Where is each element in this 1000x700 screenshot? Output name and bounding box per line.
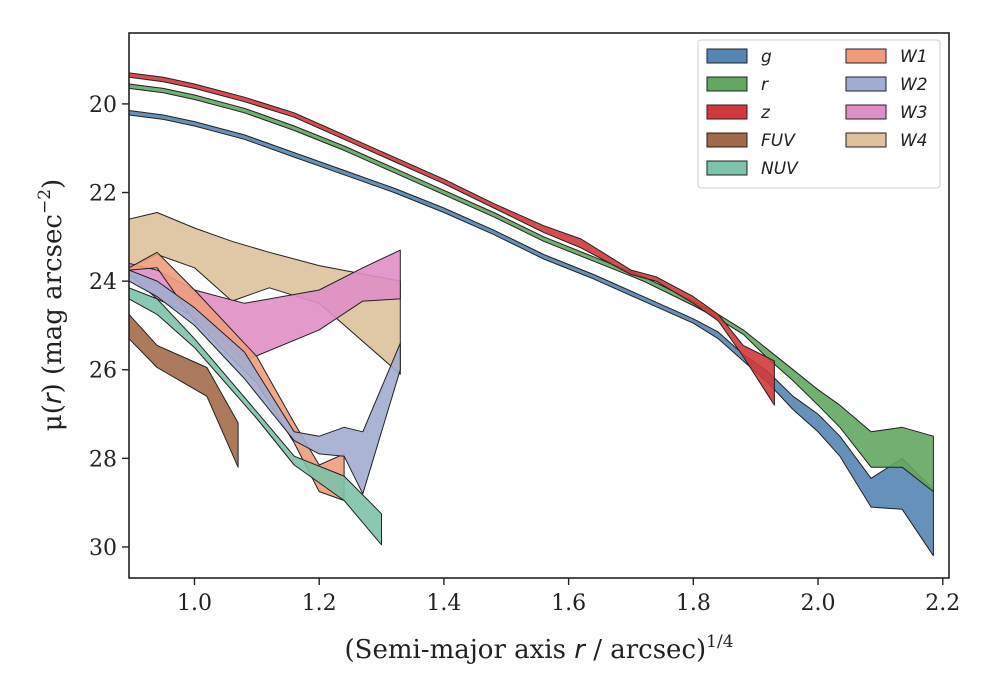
plot-frame: [128, 32, 950, 579]
y-tick-label: 30: [89, 536, 117, 561]
x-tick-label: 1.6: [551, 591, 586, 616]
legend-entry-w3: W3: [845, 103, 928, 123]
y-axis-label: μ(r) (mag arcsec−2): [35, 179, 68, 431]
legend-label: NUV: [761, 159, 799, 179]
legend-swatch: [845, 76, 887, 92]
legend-swatch: [706, 132, 748, 148]
legend-swatch: [706, 104, 748, 120]
x-tick-label: 2.0: [801, 591, 836, 616]
legend: grz FUV NUV W1 W2 W3 W4: [697, 39, 941, 189]
legend-label: g: [761, 47, 772, 67]
legend-swatch: [845, 48, 887, 64]
legend-swatch: [706, 76, 748, 92]
series-band-w2: [129, 269, 401, 495]
legend-entry-w1: W1: [845, 47, 928, 67]
legend-entry-r: r: [706, 75, 769, 95]
legend-entry-nuv: NUV: [706, 159, 799, 179]
x-tick-label: 1.0: [177, 591, 212, 616]
y-tick-label: 22: [89, 182, 117, 207]
legend-label: z: [760, 103, 771, 123]
series-band-fuv: [129, 313, 239, 468]
legend-entry-g: g: [706, 47, 772, 67]
y-tick-label: 24: [89, 270, 117, 295]
legend-entry-fuv: FUV: [706, 131, 796, 151]
y-tick-label: 28: [89, 447, 117, 472]
series-band-w4: [129, 212, 401, 375]
legend-label: r: [761, 75, 769, 95]
x-axis-label: (Semi-major axis r / arcsec)1/4: [344, 632, 733, 665]
legend-swatch: [706, 48, 748, 64]
ticks-layer: 1.0 1.2 1.4 1.6 1.8 2.0 2.2 20 22 24 26 28 30: [89, 93, 960, 616]
legend-label: W4: [900, 131, 928, 151]
legend-entry-w4: W4: [845, 131, 928, 151]
series-band-nuv: [129, 287, 382, 546]
legend-label: W2: [900, 75, 928, 95]
x-tick-label: 1.2: [302, 591, 337, 616]
legend-label: FUV: [761, 131, 796, 151]
x-tick-label: 2.2: [925, 591, 960, 616]
series-band-g: [129, 110, 934, 557]
legend-label: W1: [900, 47, 928, 67]
legend-entry-z: z: [706, 103, 771, 123]
x-tick-label: 1.8: [676, 591, 711, 616]
legend-swatch: [706, 160, 748, 176]
x-tick-label: 1.4: [426, 591, 461, 616]
series-band-r: [129, 83, 934, 493]
legend-swatch: [845, 104, 887, 120]
y-tick-label: 20: [89, 93, 117, 118]
y-tick-label: 26: [89, 359, 117, 384]
legend-label: W3: [900, 103, 928, 123]
legend-swatch: [845, 132, 887, 148]
series-layer: [129, 72, 934, 557]
series-band-z: [129, 72, 775, 406]
legend-entry-w2: W2: [845, 75, 928, 95]
